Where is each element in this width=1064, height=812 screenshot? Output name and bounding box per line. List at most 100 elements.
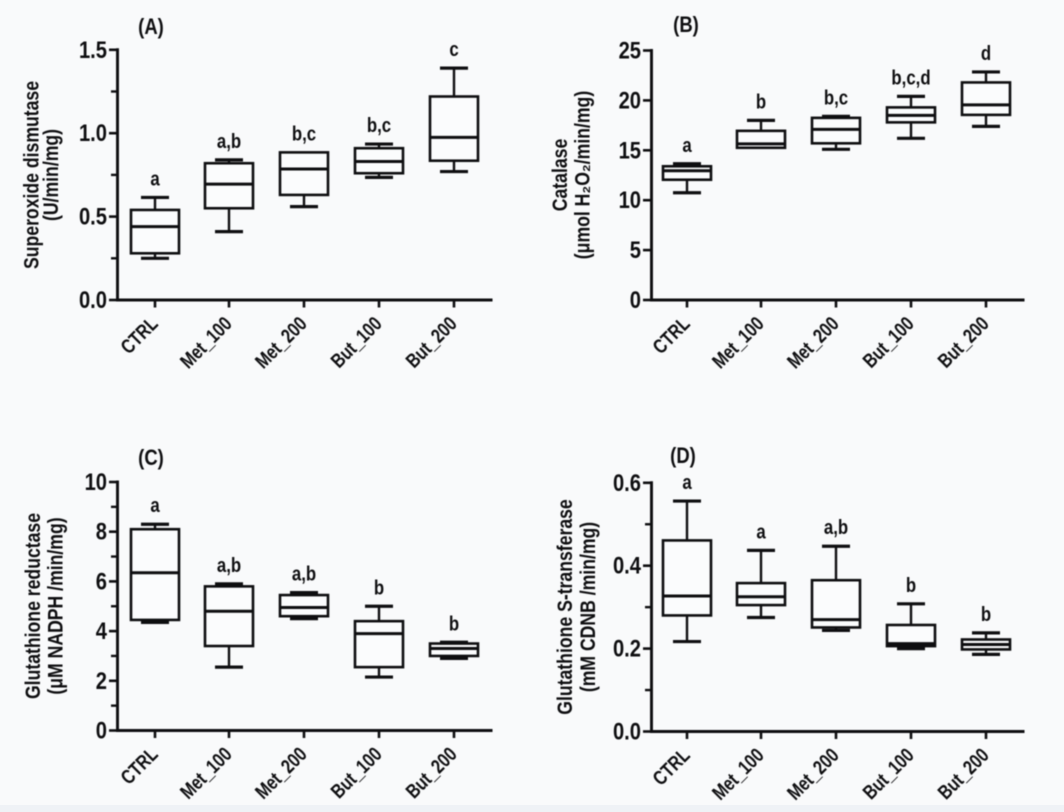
box-rect: [960, 81, 1012, 117]
panel-letter: (C): [138, 447, 164, 471]
significance-letter: a,b: [217, 129, 241, 152]
y-tick-label: 5: [630, 236, 641, 263]
x-tick-label: CTRL: [648, 313, 694, 359]
box-rect: [353, 619, 405, 669]
box-but_100: b: [353, 576, 405, 679]
box-rect: [203, 585, 255, 648]
x-tick-label: But_100: [858, 744, 918, 804]
panel-letter: (B): [673, 14, 699, 38]
box-but_100: b,c,d: [885, 66, 937, 140]
box-rect: [278, 151, 330, 197]
box-rect: [129, 208, 181, 255]
x-tick-label: Met_100: [176, 743, 236, 803]
significance-letter: b: [449, 612, 459, 635]
y-axis-label-line1: Catalase: [549, 139, 573, 212]
significance-letter: b: [374, 576, 384, 599]
box-met_100: a,b: [203, 553, 255, 669]
significance-letter: d: [981, 42, 991, 65]
x-tick-label: Met_100: [176, 313, 236, 373]
y-tick-label: 4: [96, 617, 108, 644]
y-tick-label: 25: [619, 37, 641, 64]
y-tick-label: 0.2: [613, 635, 641, 662]
box-but_200: c: [428, 38, 480, 174]
box-ctrl: a: [129, 167, 181, 260]
y-tick-label: 1.0: [79, 120, 107, 147]
y-axis-label-line1: Glutathione reductase: [22, 513, 46, 699]
box-rect: [661, 164, 713, 182]
x-tick-label: But_100: [326, 313, 386, 373]
x-tick-label: Met_200: [783, 744, 843, 804]
significance-letter: a,b: [217, 553, 241, 576]
x-tick-label: Met_200: [251, 743, 311, 803]
significance-letter: a: [150, 494, 160, 517]
significance-letter: b: [756, 90, 766, 113]
box-ctrl: a: [129, 494, 181, 625]
y-tick-label: 15: [619, 137, 641, 164]
y-tick-label: 6: [96, 568, 107, 595]
significance-letter: a,b: [292, 562, 316, 585]
box-rect: [735, 581, 787, 607]
y-tick-label: 0.5: [79, 203, 107, 230]
bottom-strip: [0, 805, 1064, 812]
panel-letter: (A): [138, 16, 164, 40]
significance-letter: a: [682, 133, 692, 156]
box-rect: [661, 539, 713, 617]
significance-letter: b,c: [824, 86, 848, 109]
y-tick-label: 2: [96, 667, 107, 694]
significance-letter: b,c: [292, 122, 316, 145]
y-tick-label: 8: [96, 518, 107, 545]
x-tick-label: But_200: [401, 743, 461, 803]
x-tick-label: Met_200: [251, 313, 311, 373]
box-rect: [428, 95, 480, 163]
significance-letter: a: [682, 471, 692, 494]
x-tick-label: But_100: [858, 313, 918, 373]
y-axis-label-line2: (U/min/mg): [40, 129, 64, 221]
y-axis-label-line2: (μmol H₂O₂/min/mg): [571, 91, 595, 259]
x-tick-label: But_200: [401, 313, 461, 373]
panel-d: 0.0 0.2 0.4 0.6 CTRL Met_100 Met_200 But_100 But…: [554, 445, 1025, 804]
box-met_200: b,c: [278, 122, 330, 209]
x-tick-label: CTRL: [648, 744, 694, 790]
significance-letter: b: [906, 573, 916, 596]
box-rect: [203, 161, 255, 210]
y-tick-label: 1.5: [79, 36, 107, 63]
significance-letter: a: [150, 167, 160, 190]
y-tick-label: 0.0: [79, 286, 107, 313]
box-but_200: d: [960, 42, 1012, 128]
box-ctrl: a: [661, 133, 713, 195]
x-tick-label: But_200: [933, 744, 993, 804]
box-rect: [129, 527, 181, 622]
panel-a: 0.0 0.5 1.0 1.5 CTRL Met_100 Met_200 But_100 But…: [20, 16, 493, 373]
x-tick-label: But_100: [326, 743, 386, 803]
box-met_100: b: [735, 90, 787, 150]
box-met_100: a,b: [203, 129, 255, 234]
box-but_100: b,c: [353, 114, 405, 180]
y-axis-label-line2: (μM NADPH /min/mg): [44, 517, 68, 694]
box-rect: [885, 623, 937, 648]
significance-letter: a,b: [824, 516, 848, 539]
box-met_200: a,b: [278, 562, 330, 621]
y-tick-label: 20: [619, 87, 641, 114]
y-axis-label-line1: Superoxide dismutase: [20, 81, 44, 269]
y-axis-label-line2: (mM CDNB /min/mg): [577, 522, 601, 692]
y-tick-label: 0: [630, 286, 641, 313]
significance-letter: b,c: [367, 114, 391, 137]
box-but_200: b: [960, 602, 1012, 657]
box-but_100: b: [885, 573, 937, 651]
y-tick-label: 10: [85, 468, 107, 495]
panel-c: 0 2 4 6 8 10 CTRL Met_100 Met_200 But_100 But_200 G…: [22, 447, 493, 803]
y-axis-label-line1: Glutathione S-transferase: [554, 499, 578, 715]
box-met_100: a: [735, 520, 787, 620]
box-met_200: a,b: [810, 516, 862, 632]
significance-letter: b: [981, 602, 991, 625]
y-tick-label: 0.4: [613, 552, 642, 579]
y-tick-label: 0.6: [613, 469, 641, 496]
y-tick-label: 10: [619, 187, 641, 214]
box-met_200: b,c: [810, 86, 862, 151]
panel-b: 0 5 10 15 20 25 CTRL Met_100 Met_200 But_100 But_2…: [549, 14, 1025, 373]
y-tick-label: 0: [96, 717, 107, 744]
significance-letter: b,c,d: [891, 66, 930, 89]
box-rect: [278, 593, 330, 618]
y-tick-label: 0.0: [613, 718, 641, 745]
